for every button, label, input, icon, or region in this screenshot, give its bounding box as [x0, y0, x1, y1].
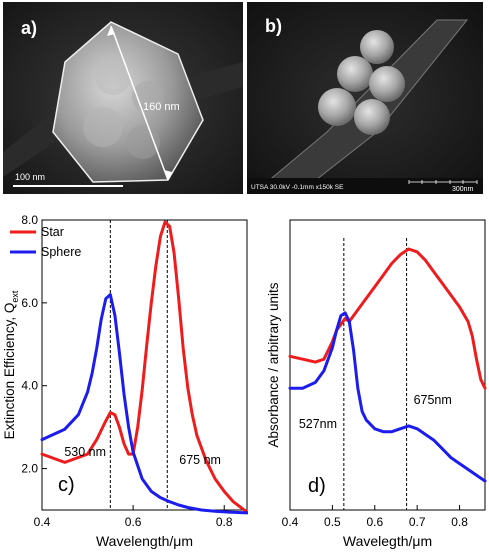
x-tick-label: 0.4	[282, 515, 299, 529]
y-axis-label-text: Absorbance / arbitrary units	[266, 282, 281, 447]
x-axis-label: Wavelength/μm	[96, 533, 193, 549]
arrow-head-icon	[107, 26, 115, 36]
particle-facet	[95, 59, 131, 95]
cluster-particle	[318, 88, 356, 126]
x-tick-label: 0.6	[366, 515, 383, 529]
chart-extinction-svg: 0.4 0.6 0.8 2.0 4.0 6.0 8.0 530 nm 675 nm c) Wavel…	[2, 213, 249, 549]
chart-absorbance-svg: 0.4 0.5 0.6 0.7 0.8 527nm 675nm d) Wavelegth/μm A…	[266, 219, 487, 549]
plot-frame	[41, 219, 248, 511]
scale-bar-label: 300nm	[452, 186, 474, 193]
panel-label: d)	[308, 475, 326, 497]
peak-label: 530 nm	[64, 445, 106, 459]
series-line-sphere	[288, 311, 487, 483]
cluster-particle	[369, 66, 405, 102]
panel-label-a: a)	[21, 18, 37, 38]
series-line-star	[40, 220, 249, 514]
y-tick-label: 6.0	[21, 296, 38, 310]
cluster-particle	[360, 30, 394, 64]
scale-bar	[13, 185, 123, 187]
measurement-label: 160 nm	[143, 101, 180, 113]
y-axis-label: Extinction Efficiency, Qext	[2, 290, 20, 439]
y-axis-label-text: Extinction Efficiency, Q	[2, 303, 17, 440]
y-axis-label-subscript: ext	[10, 290, 20, 303]
sem-image-star: a) 160 nm 100 nm	[3, 2, 243, 194]
x-tick-label: 0.6	[125, 515, 142, 529]
particle-facet	[83, 107, 123, 147]
measurement-line	[110, 25, 169, 181]
chart-absorbance: 0.4 0.5 0.6 0.7 0.8 527nm 675nm d) Wavelegth/μm A…	[250, 198, 489, 550]
x-tick-label: 0.5	[324, 515, 341, 529]
x-tick-label: 0.8	[451, 515, 468, 529]
series-line-star	[288, 247, 487, 390]
y-tick-label: 4.0	[21, 379, 38, 393]
panel-label-b: b)	[265, 16, 282, 36]
scale-bar-label: 100 nm	[15, 172, 45, 182]
x-tick-label: 0.4	[34, 515, 51, 529]
x-axis-label: Wavelegth/μm	[343, 533, 432, 549]
sem-info-text: UTSA 30.0kV -0.1mm x150k SE	[251, 184, 344, 191]
y-tick-label: 2.0	[21, 462, 38, 476]
particle-facet	[126, 125, 160, 159]
peak-label: 675 nm	[179, 453, 221, 467]
peak-label: 675nm	[414, 393, 452, 407]
arrow-head-icon	[164, 170, 172, 180]
peak-label: 527nm	[299, 417, 337, 431]
cluster-particle	[337, 56, 373, 92]
chart-extinction: 0.4 0.6 0.8 2.0 4.0 6.0 8.0 530 nm 675 nm c) Wavel…	[0, 198, 249, 550]
legend-label-sphere: Sphere	[41, 245, 81, 259]
y-axis-label: Absorbance / arbitrary units	[266, 282, 281, 447]
series-line-sphere	[40, 293, 249, 515]
x-tick-label: 0.8	[216, 515, 233, 529]
scale-ruler	[408, 180, 478, 184]
sem-image-cluster: b) UTSA 30.0kV -0.1mm x150k SE 300nm	[247, 2, 483, 194]
plot-frame	[289, 219, 486, 511]
panel-label: c)	[58, 474, 75, 496]
y-tick-label: 8.0	[21, 213, 38, 227]
legend-label-star: Star	[41, 225, 64, 239]
cluster-particle	[354, 99, 390, 135]
x-tick-label: 0.7	[409, 515, 426, 529]
